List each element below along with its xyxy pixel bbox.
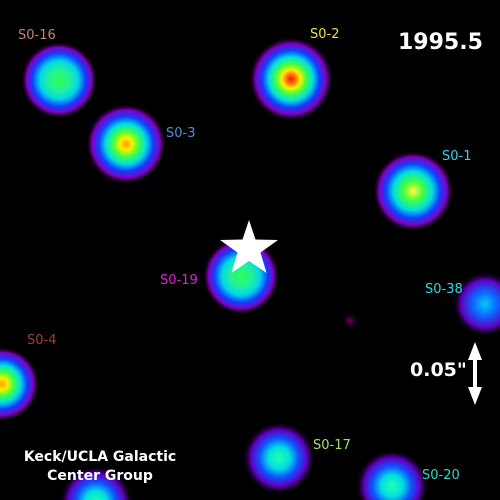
star-s0-4-blob (0, 347, 39, 421)
epoch-label: 1995.5 (398, 30, 483, 55)
star-label-s0-19: S0-19 (160, 273, 198, 288)
star-label-s0-17: S0-17 (313, 438, 351, 453)
star-s0-16-blob (21, 42, 97, 118)
scale-bar-label: 0.05" (410, 359, 467, 381)
star-s0-20-blob (356, 450, 428, 500)
star-s0-38-blob (453, 272, 500, 336)
credit-label: Keck/UCLA Galactic Center Group (23, 449, 177, 484)
star-label-s0-38: S0-38 (425, 282, 463, 297)
star-s0-2-blob (249, 37, 333, 121)
star-label-s0-4: S0-4 (27, 333, 57, 348)
white-star-icon (220, 220, 278, 273)
star-label-s0-1: S0-1 (442, 149, 472, 164)
star-label-s0-20: S0-20 (422, 468, 460, 483)
star-s0-1-blob (373, 151, 453, 231)
faint-source-blob (342, 313, 358, 329)
star-label-s0-3: S0-3 (166, 126, 196, 141)
star-s0-3-blob (86, 104, 166, 184)
star-label-s0-16: S0-16 (18, 28, 56, 43)
star-label-s0-2: S0-2 (310, 27, 340, 42)
star-unlabeled-blob (60, 466, 132, 500)
star-s0-17-blob (243, 422, 315, 494)
double-arrow-icon (468, 342, 482, 405)
